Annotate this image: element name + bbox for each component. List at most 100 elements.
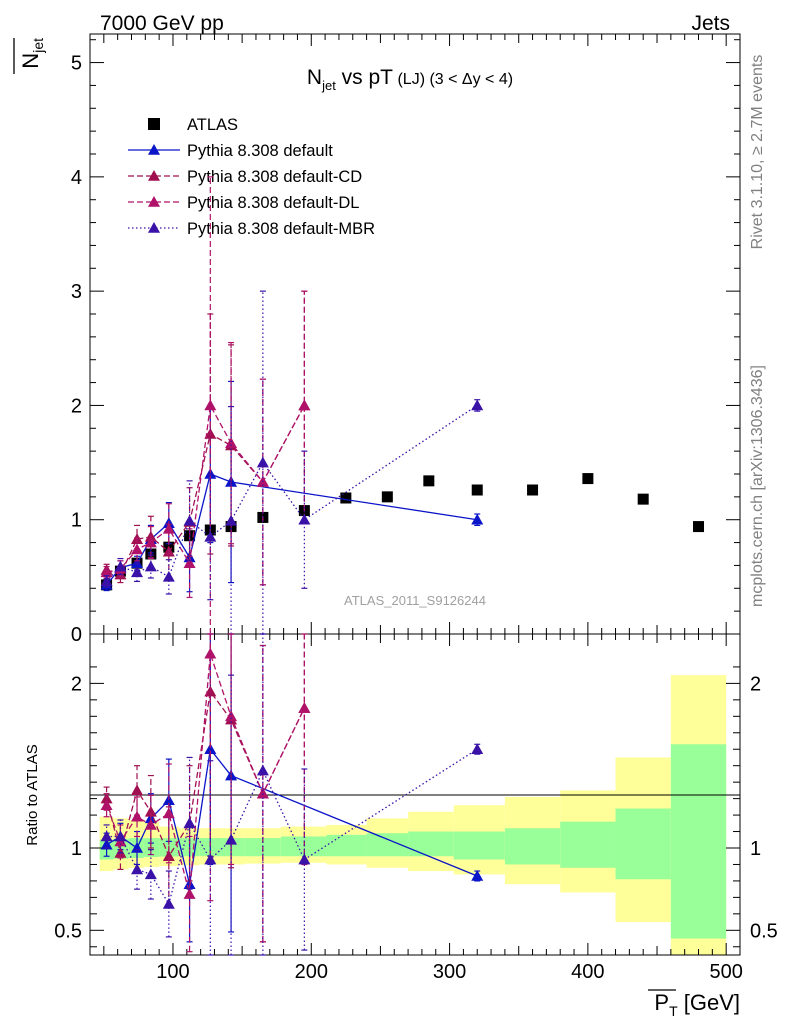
main-title-symbol: N [307, 66, 322, 89]
ratio-plot-area [100, 633, 484, 956]
main-ylabel-sub: jet [30, 38, 46, 54]
ratio-inner-band [280, 836, 327, 857]
legend-item-pythia-8-308-default-dl: Pythia 8.308 default-DL [128, 194, 359, 212]
series-marker [256, 456, 269, 468]
series-pythia-8-308-default [100, 633, 484, 943]
main-ytick-label: 0 [71, 624, 82, 646]
legend-label: Pythia 8.308 default-MBR [187, 220, 375, 238]
legend-item-atlas: ATLAS [148, 116, 238, 134]
series-atlas [101, 473, 705, 591]
mcplots-label: mcplots.cern.ch [arXiv:1306.3436] [749, 365, 766, 607]
xlabel-sub: T [669, 1003, 678, 1019]
legend-item-pythia-8-308-default: Pythia 8.308 default [128, 142, 333, 160]
series-line [106, 473, 478, 586]
series-marker [100, 838, 113, 850]
series-marker [114, 830, 127, 842]
header-right-label: Jets [691, 12, 730, 35]
series-marker [144, 560, 157, 572]
ratio-inner-band [504, 828, 561, 865]
series-marker [225, 710, 238, 722]
main-ytick-label: 3 [71, 281, 82, 303]
xlabel-text: PT [GeV] [654, 990, 740, 1019]
header-left-label: 7000 GeV pp [100, 12, 224, 35]
series-marker [131, 566, 144, 578]
ratio-inner-band [670, 744, 727, 939]
main-axes: 0 1 2 3 4 5 [71, 34, 740, 646]
main-ylabel-text: Njet [18, 38, 46, 69]
series-marker [162, 807, 175, 819]
ratio-inner-band [615, 808, 671, 880]
atlas-marker [582, 473, 594, 485]
ratio-inner-band [560, 821, 616, 868]
series-marker [183, 557, 196, 568]
series-marker [162, 522, 175, 534]
ratio-xtick-label: 100 [156, 961, 189, 983]
series-marker [225, 514, 238, 526]
series-marker [100, 799, 113, 810]
atlas-marker [381, 491, 393, 503]
legend-label: Pythia 8.308 default-DL [187, 194, 359, 212]
main-title: Njet vs pT (LJ) (3 < Δy < 4) [307, 66, 513, 93]
legend-marker [148, 196, 160, 207]
series-marker [114, 560, 127, 572]
xlabel-unit: [GeV] [678, 990, 740, 1015]
main-ylabel: Njet [13, 38, 46, 74]
series-marker [131, 810, 144, 822]
series-line [106, 403, 305, 573]
ratio-inner-band [199, 838, 220, 857]
ratio-inner-band [408, 831, 454, 857]
series-marker [204, 399, 217, 411]
ratio-xtick-label: 300 [433, 961, 466, 983]
main-ytick-label: 1 [71, 510, 82, 532]
ratio-ytick-label: 0.5 [54, 920, 82, 942]
series-marker [256, 787, 269, 799]
series-marker [204, 530, 217, 542]
atlas-marker [637, 493, 649, 505]
series-marker [162, 850, 175, 862]
xlabel-symbol: P [654, 990, 669, 1015]
series-marker [162, 570, 175, 582]
legend-item-pythia-8-308-default-mbr: Pythia 8.308 default-MBR [128, 220, 375, 238]
legend: ATLAS Pythia 8.308 default Pythia 8.308 de… [128, 116, 375, 238]
main-watermark: ATLAS_2011_S9126244 [344, 593, 486, 608]
main-plot-area [100, 176, 705, 635]
ratio-xtick-label: 200 [295, 961, 328, 983]
ratio-inner-band [453, 831, 505, 860]
series-marker [471, 399, 484, 411]
series-marker [204, 647, 217, 659]
atlas-marker [423, 475, 435, 487]
series-marker [162, 897, 175, 909]
series-marker [100, 575, 113, 587]
series-marker [225, 833, 238, 845]
ratio-ytick-label: 2 [71, 673, 82, 695]
ratio-inner-band [366, 833, 409, 857]
series-marker [471, 869, 484, 881]
atlas-marker [340, 492, 352, 504]
ratio-bands [99, 675, 727, 955]
main-ylabel-symbol: N [18, 53, 43, 69]
series-marker [298, 399, 311, 411]
ratio-ytick-label-right: 0.5 [750, 920, 778, 942]
series-marker [471, 743, 484, 755]
series-marker [471, 513, 484, 525]
ratio-xtick-label: 500 [709, 961, 742, 983]
main-ytick-label: 5 [71, 53, 82, 75]
xlabel: PT [GeV] [648, 989, 740, 1019]
ratio-ytick-label: 1 [71, 838, 82, 860]
series-marker [225, 437, 238, 448]
legend-label: Pythia 8.308 default-CD [187, 168, 362, 186]
series-marker [144, 818, 157, 830]
series-marker [256, 764, 269, 776]
series-pythia-8-308-default-dl [100, 633, 311, 953]
legend-marker [148, 170, 160, 181]
atlas-marker [693, 521, 705, 533]
series-marker [144, 805, 157, 817]
series-marker [131, 557, 144, 568]
ratio-panel: 100 200 300 400 500 0.5 1 2 0.5 1 2 Ratio to ATLAS [24, 633, 778, 983]
series-marker [131, 784, 144, 796]
series-pythia-8-308-default-cd [100, 633, 311, 943]
series-marker [298, 853, 311, 865]
series-marker [100, 830, 113, 842]
ratio-ytick-label-right: 1 [750, 838, 761, 860]
